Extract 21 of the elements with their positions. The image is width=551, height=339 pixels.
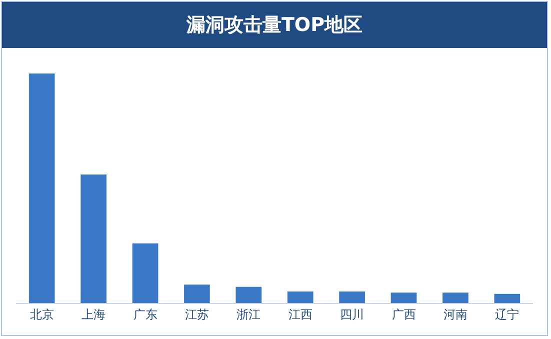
chart-title: 漏洞攻击量TOP地区	[2, 2, 547, 48]
x-tick-label: 江西	[288, 307, 312, 322]
bar	[494, 294, 520, 303]
bar	[236, 286, 262, 303]
x-tick-label: 江苏	[184, 307, 209, 322]
x-tick-label: 辽宁	[495, 307, 520, 322]
bar	[339, 292, 365, 303]
bar	[287, 292, 314, 303]
bar	[132, 243, 158, 303]
x-tick-label: 北京	[30, 307, 54, 322]
x-tick-label: 广西	[392, 307, 416, 322]
x-tick-label: 广东	[133, 307, 158, 322]
x-tick-label: 浙江	[236, 307, 261, 322]
bar	[184, 284, 210, 303]
x-tick-label: 四川	[340, 307, 364, 322]
bar	[390, 292, 417, 303]
bar	[80, 174, 106, 303]
bar	[28, 73, 55, 303]
x-tick-label: 上海	[82, 307, 106, 322]
x-tick-label: 河南	[443, 307, 468, 322]
bar	[442, 292, 468, 303]
